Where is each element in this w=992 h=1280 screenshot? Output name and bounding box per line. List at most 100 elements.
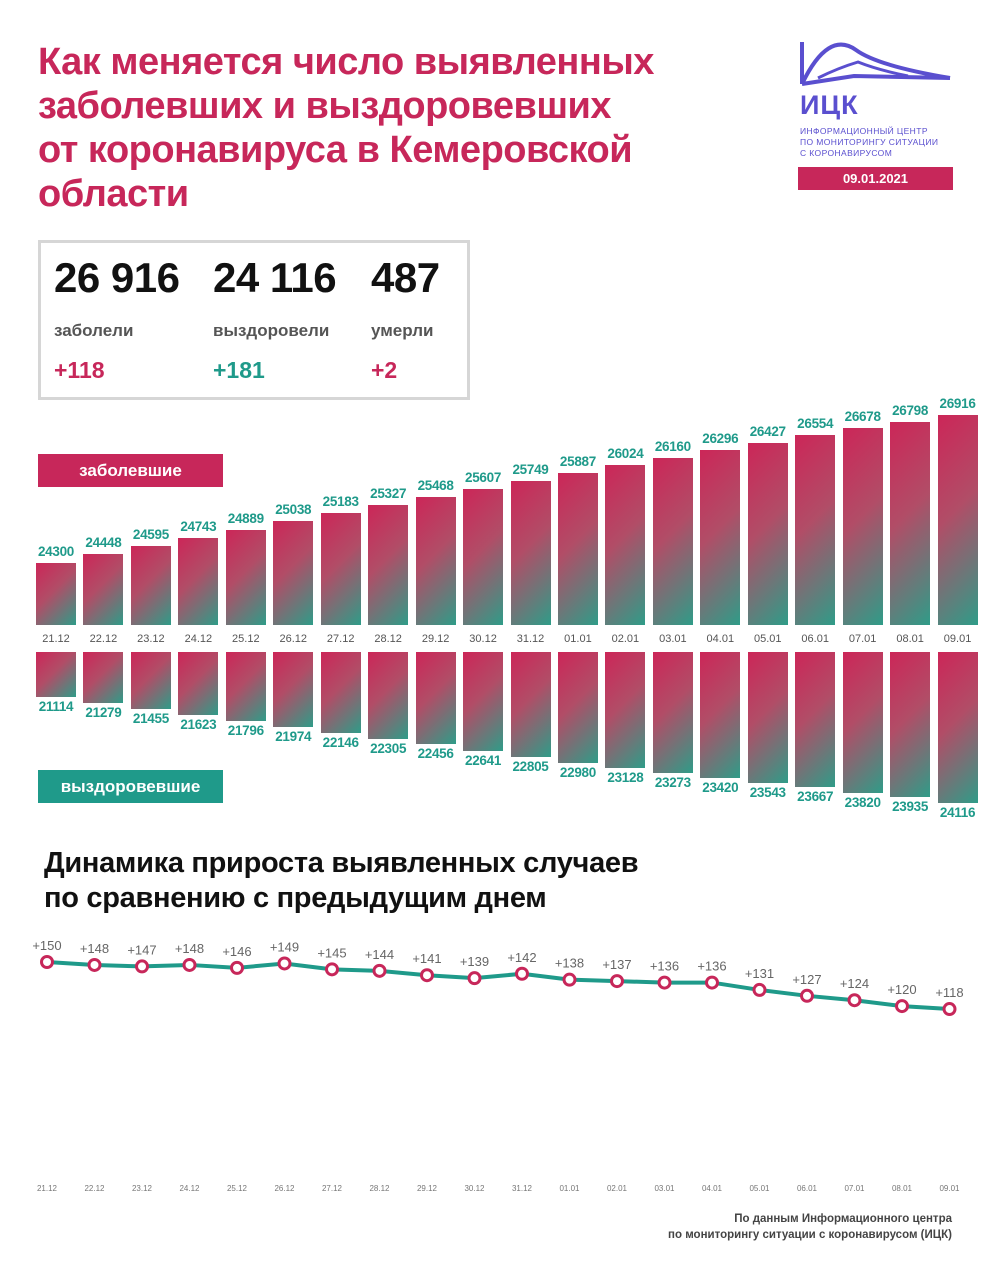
bar-recovered-label: 21974 [275,729,312,745]
bar-infected [795,435,836,625]
line-point-label: +137 [602,957,631,972]
bar-infected-label: 26554 [797,416,834,432]
title-line: от коронавируса в Кемеровской [38,129,633,171]
bar-recovered-label: 22305 [370,740,407,756]
line-point [325,962,339,977]
line-point-label: +148 [175,941,204,956]
bar-recovered [83,652,124,703]
bar-recovered [557,652,598,763]
bar-recovered [890,652,931,797]
bar-date-label: 24.12 [184,633,213,645]
bar-date-label: 31.12 [516,633,545,645]
legend-recovered: выздоровевшие [38,770,223,803]
bar-date-label: 07.01 [848,633,877,645]
line-point-label: +148 [80,941,109,956]
bar-recovered [320,652,361,734]
legend-infected: заболевшие [38,454,223,487]
line-chart-dates: 21.12 22.12 23.12 24.12 25.12 26.12 27.12 28.12… [0,1184,992,1198]
bar-date-label: 01.01 [564,633,592,645]
line-point-label: +120 [887,982,916,997]
bar-date-label: 04.01 [706,633,735,645]
bar-infected-label: 26427 [749,423,786,439]
line-date-label: 24.12 [179,1184,200,1193]
line-date-label: 31.12 [511,1184,533,1193]
bar-recovered-label: 23128 [607,770,644,786]
line-date-label: 02.01 [606,1184,628,1193]
line-date-label: 27.12 [321,1184,343,1193]
bar-recovered-label: 24116 [939,805,976,821]
bar-infected [937,415,978,625]
line-date-label: 07.01 [844,1184,865,1193]
bar-infected [83,554,124,625]
logo-desc-line: С КОРОНАВИРУСОМ [800,148,893,158]
logo-description: ИНФОРМАЦИОННЫЙ ЦЕНТР ПО МОНИТОРИНГУ СИТУ… [800,126,960,159]
bar-recovered-label: 22980 [559,764,596,780]
bar-infected [890,421,931,625]
logo-desc-line: ИНФОРМАЦИОННЫЙ ЦЕНТР [800,126,928,136]
stat-value: 487 [371,254,440,301]
bar-infected-label: 26678 [844,409,881,425]
bar-date-label: 03.01 [659,633,687,645]
subtitle-line: по сравнению с предыдущим днем [44,882,547,914]
bar-infected-label: 24448 [85,535,122,551]
bar-recovered [368,652,409,739]
stat-value: 26 916 [54,254,180,301]
bar-recovered [273,652,314,728]
bar-infected [463,489,504,625]
bar-recovered-label: 22456 [417,746,454,762]
line-point [372,963,387,978]
line-date-label: 30.12 [464,1184,485,1193]
line-point-label: +131 [745,966,774,981]
stat-label: заболели [54,321,134,340]
bar-date-label: 23.12 [137,633,165,645]
bar-recovered [795,652,836,788]
line-point [420,968,434,983]
bar-infected [225,529,266,625]
bar-recovered [415,652,456,745]
stat-deaths: 487 умерли +2 [371,253,440,384]
bar-infected-label: 25038 [275,502,312,518]
line-date-label: 28.12 [369,1184,390,1193]
logo-abbr: ИЦК [800,90,859,120]
bar-infected [652,457,693,625]
line-date-label: 09.01 [939,1184,960,1193]
line-point [230,960,244,975]
bar-recovered [937,652,978,804]
bar-date-label: 21.12 [42,633,70,645]
line-point [277,956,292,971]
bar-infected-label: 26024 [607,446,644,462]
line-point [40,955,54,969]
bar-recovered-label: 22805 [512,758,549,774]
line-point [562,972,577,987]
bar-recovered [842,652,883,793]
line-point-label: +142 [507,950,536,965]
line-point [895,999,909,1014]
bar-infected-label: 25749 [512,461,549,477]
bar-recovered [605,652,646,769]
bar-recovered-label: 21623 [180,716,217,732]
line-date-label: 26.12 [274,1184,295,1193]
section-subtitle: Динамика прироста выявленных случаев по … [44,846,744,916]
bar-infected [273,521,314,625]
bar-date-label: 29.12 [421,633,450,645]
line-date-label: 29.12 [416,1184,438,1193]
bar-date-label: 02.01 [611,633,640,645]
stat-infected: 26 916 заболели +118 [54,253,180,384]
logo-desc-line: ПО МОНИТОРИНГУ СИТУАЦИИ [800,137,939,147]
bar-infected-label: 26798 [892,402,929,418]
bar-recovered [178,652,219,715]
line-point [705,975,719,990]
line-point-label: +144 [365,947,394,962]
line-point-label: +139 [460,954,489,969]
bar-recovered-label: 21114 [38,698,74,714]
line-point-label: +127 [792,972,821,987]
bar-recovered [130,652,171,709]
line-point-label: +136 [650,959,679,974]
line-point-label: +147 [127,942,156,957]
stats-panel: 26 916 заболели +118 24 116 выздоровели … [38,240,470,400]
line-point-label: +145 [317,945,346,960]
bar-recovered-label: 23273 [654,775,691,791]
bar-infected [178,537,219,625]
line-point [87,957,102,972]
bar-recovered-label: 23667 [797,789,834,805]
